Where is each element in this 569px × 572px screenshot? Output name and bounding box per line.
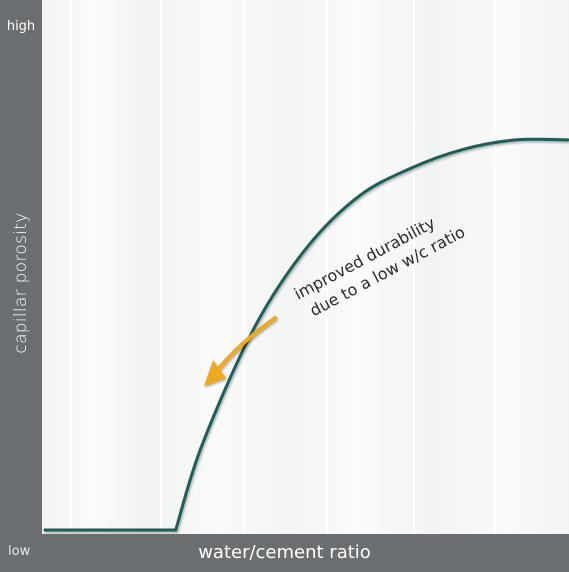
background-texture-line <box>160 0 162 534</box>
porosity-curve <box>43 137 569 532</box>
background-texture-line <box>70 0 72 534</box>
background-texture-line <box>413 0 415 534</box>
x-axis-title: water/cement ratio <box>198 542 371 563</box>
y-axis-low-label: low <box>8 544 31 559</box>
x-axis-bar <box>0 534 569 572</box>
annotation-text: improved durability due to a low w/c rat… <box>291 213 468 320</box>
y-axis-high-label: high <box>6 19 36 34</box>
background-texture-line <box>494 0 496 534</box>
y-axis-bar <box>0 0 42 572</box>
background-texture-line <box>243 0 245 534</box>
plot-area <box>42 0 569 534</box>
annotation-arrow <box>204 316 277 386</box>
background-texture-line <box>326 0 328 534</box>
